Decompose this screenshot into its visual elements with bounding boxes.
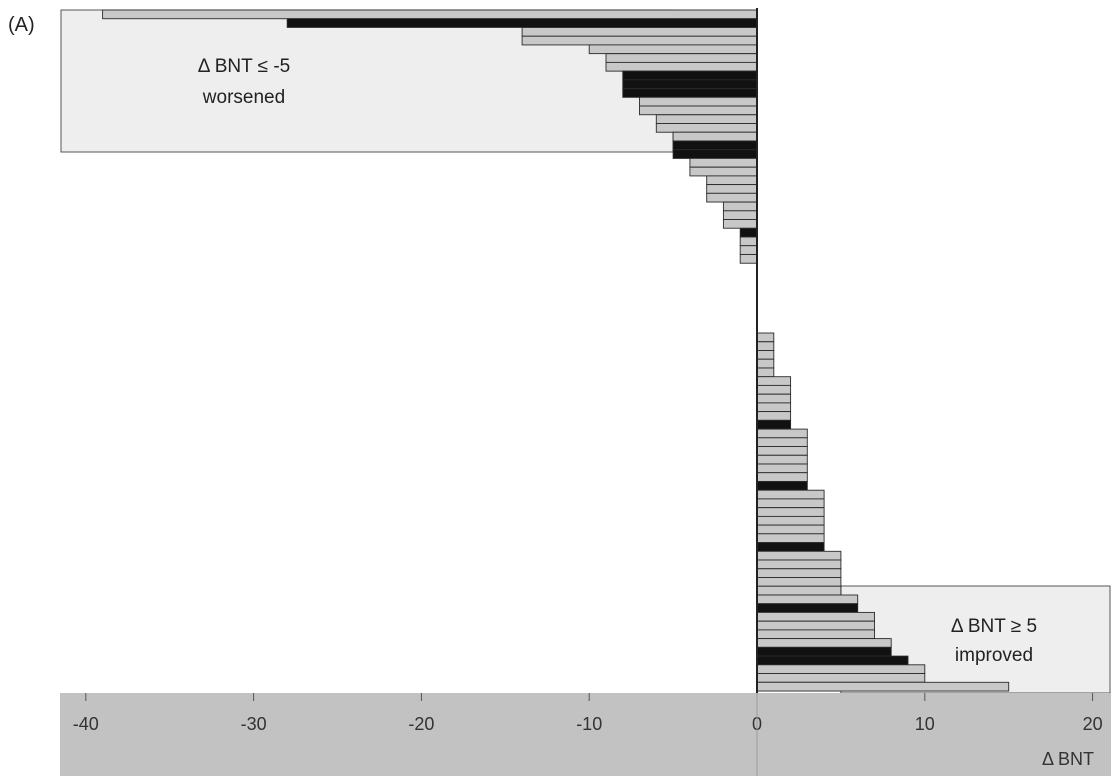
bar-black — [622, 88, 758, 98]
bar-gray — [706, 184, 758, 194]
bar-gray — [756, 428, 808, 439]
bar-gray — [756, 376, 792, 386]
bar-gray — [756, 489, 825, 500]
bar-gray — [756, 332, 775, 343]
bar-gray — [756, 620, 875, 631]
bar-black — [756, 542, 825, 552]
bar-gray — [756, 681, 1010, 692]
worsened-region-label-line1: Δ BNT ≤ -5 — [198, 56, 290, 77]
bar-black — [739, 227, 758, 238]
bar-black — [756, 655, 909, 666]
x-tick-label: 10 — [915, 714, 935, 734]
bar-gray — [756, 437, 808, 447]
bar-black — [286, 18, 758, 28]
bar-black — [756, 646, 892, 657]
bar-gray — [756, 629, 875, 640]
bar-gray — [756, 498, 825, 509]
bar-gray — [655, 123, 758, 133]
bar-gray — [706, 192, 758, 203]
bar-gray — [756, 611, 875, 622]
x-axis-ticks: -40 -30 -20 -10 0 10 20 — [73, 693, 1103, 776]
bar-black — [622, 70, 758, 81]
bar-gray — [521, 27, 758, 37]
x-tick-label: -30 — [241, 714, 267, 734]
bar-black — [756, 481, 808, 491]
bar-gray — [756, 454, 808, 465]
improved-region-label-line1: Δ BNT ≥ 5 — [951, 616, 1037, 637]
bar-gray — [739, 236, 758, 247]
bar-gray — [689, 157, 758, 168]
bar-black — [672, 149, 758, 159]
x-axis-label: Δ BNT — [1042, 749, 1094, 769]
bar-gray — [756, 367, 775, 378]
x-tick-label: -20 — [408, 714, 434, 734]
bar-gray — [756, 411, 792, 421]
bar-gray — [756, 533, 825, 543]
improved-region-label-line2: improved — [955, 645, 1033, 666]
bar-gray — [756, 402, 792, 413]
x-axis: -40 -30 -20 -10 0 10 20 Δ BNT — [60, 693, 1111, 776]
bar-gray — [655, 114, 758, 124]
bar-gray — [102, 9, 758, 20]
bar-gray — [689, 166, 758, 177]
bar-gray — [588, 44, 758, 55]
bar-gray — [756, 550, 842, 561]
bar-gray — [756, 559, 842, 570]
bar-gray — [605, 61, 758, 72]
bar-black — [756, 603, 859, 613]
bar-gray — [756, 515, 825, 526]
bar-gray — [756, 568, 842, 578]
bar-gray — [756, 594, 859, 605]
bar-gray — [756, 524, 825, 535]
bar-gray — [739, 245, 758, 255]
bar-gray — [756, 358, 775, 369]
bar-gray — [739, 254, 758, 264]
bar-gray — [756, 393, 792, 404]
bar-gray — [639, 105, 758, 116]
x-tick-label: -40 — [73, 714, 99, 734]
x-axis-band — [60, 693, 1111, 776]
x-tick-label: 20 — [1083, 714, 1103, 734]
bar-gray — [706, 175, 758, 186]
bar-gray — [756, 664, 926, 674]
bar-gray — [756, 341, 775, 351]
worsened-region-label-line2: worsened — [202, 87, 285, 108]
bar-gray — [521, 35, 758, 46]
bar-black — [622, 79, 758, 89]
bar-gray — [756, 673, 926, 683]
bar-gray — [756, 507, 825, 517]
bar-gray — [756, 384, 792, 395]
bar-gray — [722, 219, 758, 229]
panel-label: (A) — [8, 14, 35, 36]
bar-gray — [756, 463, 808, 474]
bar-gray — [756, 446, 808, 456]
bar-black — [756, 419, 792, 430]
bar-gray — [672, 131, 758, 142]
bar-gray — [756, 472, 808, 482]
bar-gray — [756, 638, 892, 648]
bar-gray — [722, 201, 758, 212]
bar-black — [672, 140, 758, 151]
x-tick-label: -10 — [576, 714, 602, 734]
bar-gray — [605, 53, 758, 63]
bar-gray — [722, 210, 758, 220]
bar-gray — [756, 577, 842, 587]
bar-gray — [639, 96, 758, 107]
bar-gray — [756, 585, 842, 596]
bar-gray — [756, 350, 775, 360]
